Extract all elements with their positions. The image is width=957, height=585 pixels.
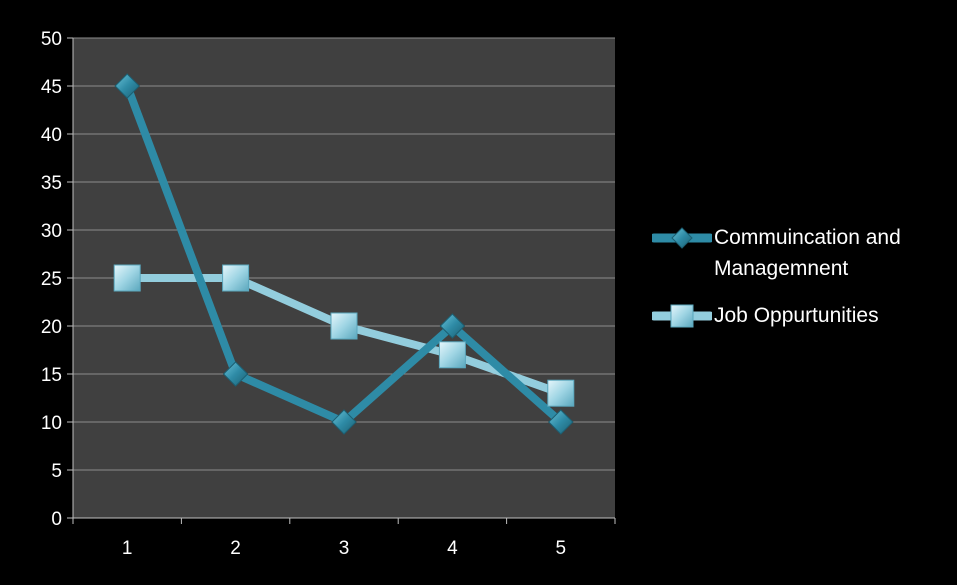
y-tick-label: 40: [41, 125, 62, 146]
data-point-square: [113, 264, 141, 292]
data-point-diamond: [114, 73, 140, 99]
legend-item-communication: Commuincation and Managemnent: [652, 222, 952, 284]
y-tick-label: 35: [41, 173, 62, 194]
data-point-square: [547, 379, 575, 407]
y-tick-label: 0: [51, 509, 62, 530]
data-point-square: [330, 312, 358, 340]
data-point-square: [438, 341, 466, 369]
data-point-diamond: [331, 409, 357, 435]
x-tick-label: 4: [447, 538, 458, 559]
data-point-diamond: [548, 409, 574, 435]
y-tick-label: 10: [41, 413, 62, 434]
y-tick-label: 5: [51, 461, 62, 482]
x-tick-label: 2: [230, 538, 241, 559]
data-point-diamond: [222, 361, 249, 387]
data-point-square: [222, 264, 250, 292]
legend-label-communication: Commuincation and Managemnent: [714, 226, 901, 280]
legend-swatch-square-icon: [652, 304, 712, 328]
data-point-diamond: [439, 313, 466, 339]
y-tick-label: 30: [41, 221, 62, 242]
legend-item-job-opportunities: Job Oppurtunities: [652, 300, 952, 331]
y-tick-label: 25: [41, 269, 62, 290]
legend-label-job-opportunities: Job Oppurtunities: [714, 304, 879, 327]
y-tick-label: 15: [41, 365, 62, 386]
y-tick-label: 45: [41, 77, 62, 98]
x-tick-label: 5: [556, 538, 567, 559]
x-tick-label: 1: [122, 538, 133, 559]
legend-swatch-diamond-icon: [652, 227, 712, 249]
y-tick-label: 20: [41, 317, 62, 338]
chart-legend: Commuincation and Managemnent Job Oppurt…: [652, 222, 952, 347]
y-tick-label: 50: [41, 29, 62, 50]
x-tick-label: 3: [339, 538, 350, 559]
